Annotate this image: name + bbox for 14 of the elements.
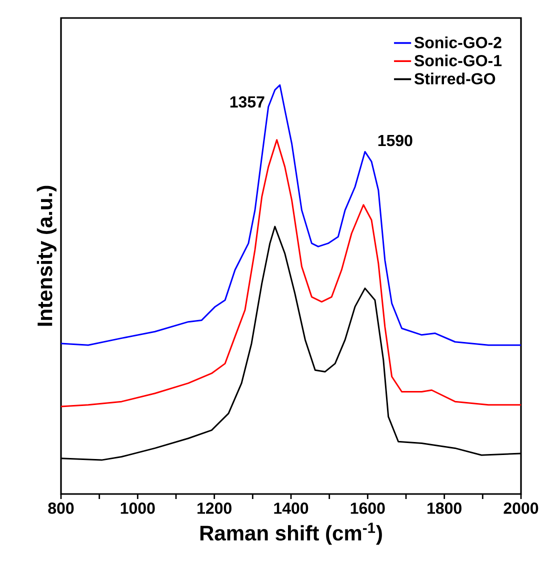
annotation: 1357	[230, 96, 264, 108]
x-tick-label: 1600	[350, 502, 385, 514]
y-axis-title: Intensity (a.u.)	[36, 186, 56, 326]
x-tick-label: 800	[48, 502, 74, 514]
x-tick-label: 1400	[274, 502, 308, 514]
x-tick-label: 1800	[428, 502, 462, 514]
x-axis-title: Raman shift (cm$^{-1}$)	[200, 522, 382, 545]
x-tick-label: 1000	[120, 502, 155, 514]
legend-label: Stirred-GO	[414, 72, 496, 84]
legend-label: Sonic-GO-1	[414, 54, 502, 66]
x-tick-label: 1200	[198, 502, 232, 514]
x-tick-label: 2000	[504, 502, 538, 514]
legend-label: Sonic-GO-2	[414, 36, 502, 48]
annotation: 1590	[378, 134, 412, 146]
